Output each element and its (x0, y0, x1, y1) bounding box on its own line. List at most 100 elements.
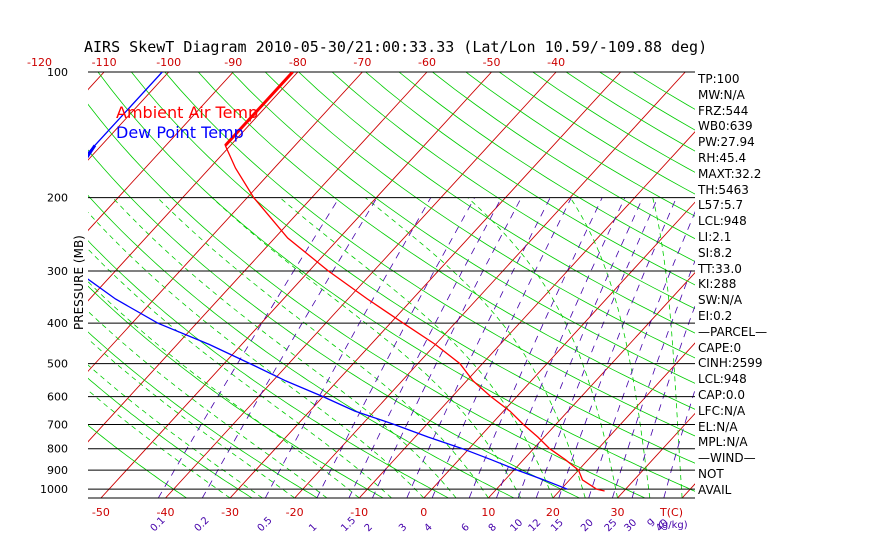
moist-adiabat-line (569, 197, 651, 498)
bottom-temp-tick-label: -20 (286, 506, 304, 519)
pressure-tick-label: 500 (47, 358, 68, 371)
mixing-ratio-line (468, 197, 603, 498)
ambient-air-temp-line-upper (224, 72, 294, 147)
index-item: TT:33.0 (698, 261, 742, 276)
temp-unit-label: T(C) (659, 506, 683, 519)
pressure-tick-label: 200 (47, 192, 68, 205)
index-item: PW:27.94 (698, 135, 755, 150)
index-item: TP:100 (698, 72, 740, 86)
mixing-ratio-label: 10 (508, 517, 525, 534)
top-temp-tick-label: -60 (418, 56, 436, 69)
moist-adiabat-line (88, 389, 231, 498)
moist-adiabat-line (88, 281, 360, 498)
index-item: MAXT:32.2 (698, 166, 762, 181)
dry-adiabat-line (131, 72, 695, 464)
index-item: AVAIL (698, 482, 732, 497)
moist-adiabat-line (211, 197, 521, 498)
pressure-tick-label: 600 (47, 391, 68, 404)
index-item: TH:5463 (698, 182, 749, 197)
isotherm-line (617, 412, 695, 498)
dry-adiabat-line (88, 103, 646, 498)
y-axis-label: PRESSURE (MB) (72, 235, 86, 330)
mixing-ratio-line (316, 197, 475, 498)
profile-lines (88, 72, 605, 492)
isotherm-line (100, 72, 492, 498)
top-temp-tick-label: -50 (483, 56, 501, 69)
dry-adiabat-line (398, 72, 695, 262)
moist-adiabat-line (88, 338, 295, 498)
pressure-tick-label: 900 (47, 464, 68, 477)
isotherm-line (88, 72, 428, 443)
index-item: SW:N/A (698, 293, 743, 308)
mixing-ratio-line (406, 197, 551, 498)
pressure-tick-label: 300 (47, 265, 68, 278)
grid-lines (88, 72, 695, 498)
index-item: FRZ:544 (698, 103, 749, 118)
index-item: NOT (698, 466, 724, 481)
legend-ambient-air-temp: Ambient Air Temp (116, 103, 258, 122)
isotherm-line (229, 72, 622, 498)
mixing-ratio-line (496, 197, 626, 498)
mixing-ratio-label: 3 (397, 522, 409, 534)
mixing-ratio-label: 1 (307, 522, 319, 534)
mixing-ratio-line (372, 197, 522, 498)
index-item: LI:2.1 (698, 229, 732, 244)
index-item: L57:5.7 (698, 198, 744, 213)
index-item: —PARCEL— (698, 324, 768, 339)
dew-point-temp-line-upper (88, 144, 97, 159)
dry-adiabat-line (88, 377, 253, 498)
mixing-ratio-label: 0.5 (256, 515, 275, 534)
index-item: CINH:2599 (698, 356, 763, 371)
index-item: RH:45.4 (698, 150, 747, 165)
ambient-air-temp-line (224, 72, 605, 492)
isotherm-line (88, 72, 105, 91)
index-item: LCL:948 (698, 214, 747, 229)
dry-adiabat-line (88, 240, 449, 498)
mixing-ratio-line (631, 304, 695, 498)
mixing-unit-label: (g/kg) (658, 520, 688, 531)
top-temp-tick-label: -90 (224, 56, 242, 69)
mixing-ratio-line (535, 197, 659, 498)
mixing-ratio-label: 30 (622, 517, 639, 534)
index-item: WB0:639 (698, 119, 753, 134)
moist-adiabat-line (157, 197, 489, 498)
index-item: —WIND— (698, 451, 756, 466)
index-item: MPL:N/A (698, 435, 748, 450)
isobar-lines (88, 71, 695, 499)
index-item: LFC:N/A (698, 403, 746, 418)
moist-adiabat-line (112, 197, 457, 498)
chart-title: AIRS SkewT Diagram 2010-05-30/21:00:33.3… (84, 38, 707, 56)
dry-adiabat-line (97, 72, 695, 492)
index-item: CAP:0.0 (698, 387, 745, 402)
mixing-ratio-label: 12 (527, 517, 544, 534)
isotherm-line (88, 72, 299, 302)
top-temp-tick-label: -40 (547, 56, 565, 69)
mixing-ratio-label: 6 (460, 522, 472, 534)
dry-adiabat-line (88, 331, 318, 498)
bottom-temp-tick-label: 20 (546, 506, 560, 519)
bottom-temp-tick-label: 10 (481, 506, 495, 519)
index-item: SI:8.2 (698, 245, 733, 260)
isotherm-line (88, 72, 234, 232)
mixing-ratio-line (431, 197, 572, 498)
isotherm-line (488, 271, 695, 498)
dry-adiabat-line (88, 285, 384, 498)
legend-dew-point-temp: Dew Point Temp (116, 123, 244, 142)
index-item: MW:N/A (698, 87, 745, 102)
dry-adiabat-line (88, 424, 187, 498)
mixing-ratio-label: 25 (603, 517, 620, 534)
top-temp-tick-label: -80 (289, 56, 307, 69)
mixing-ratio-label: 15 (549, 517, 566, 534)
mixing-ratio-label: 2 (363, 522, 375, 534)
indices-panel: TP:100 MW:N/A FRZ:544 WB0:639 PW:27.94 RH:45.… (698, 72, 767, 499)
top-temp-tick-label: -110 (92, 56, 117, 69)
dry-adiabat-line (198, 72, 695, 410)
legend: Ambient Air Temp Dew Point Temp (116, 103, 258, 142)
bottom-temp-tick-label: 0 (420, 506, 427, 519)
bottom-temp-tick-label: 30 (611, 506, 625, 519)
isotherm-line (552, 342, 695, 498)
index-item: EI:0.2 (698, 308, 733, 323)
dew-point-temp-line (88, 72, 568, 490)
pressure-tick-label: 400 (47, 317, 68, 330)
